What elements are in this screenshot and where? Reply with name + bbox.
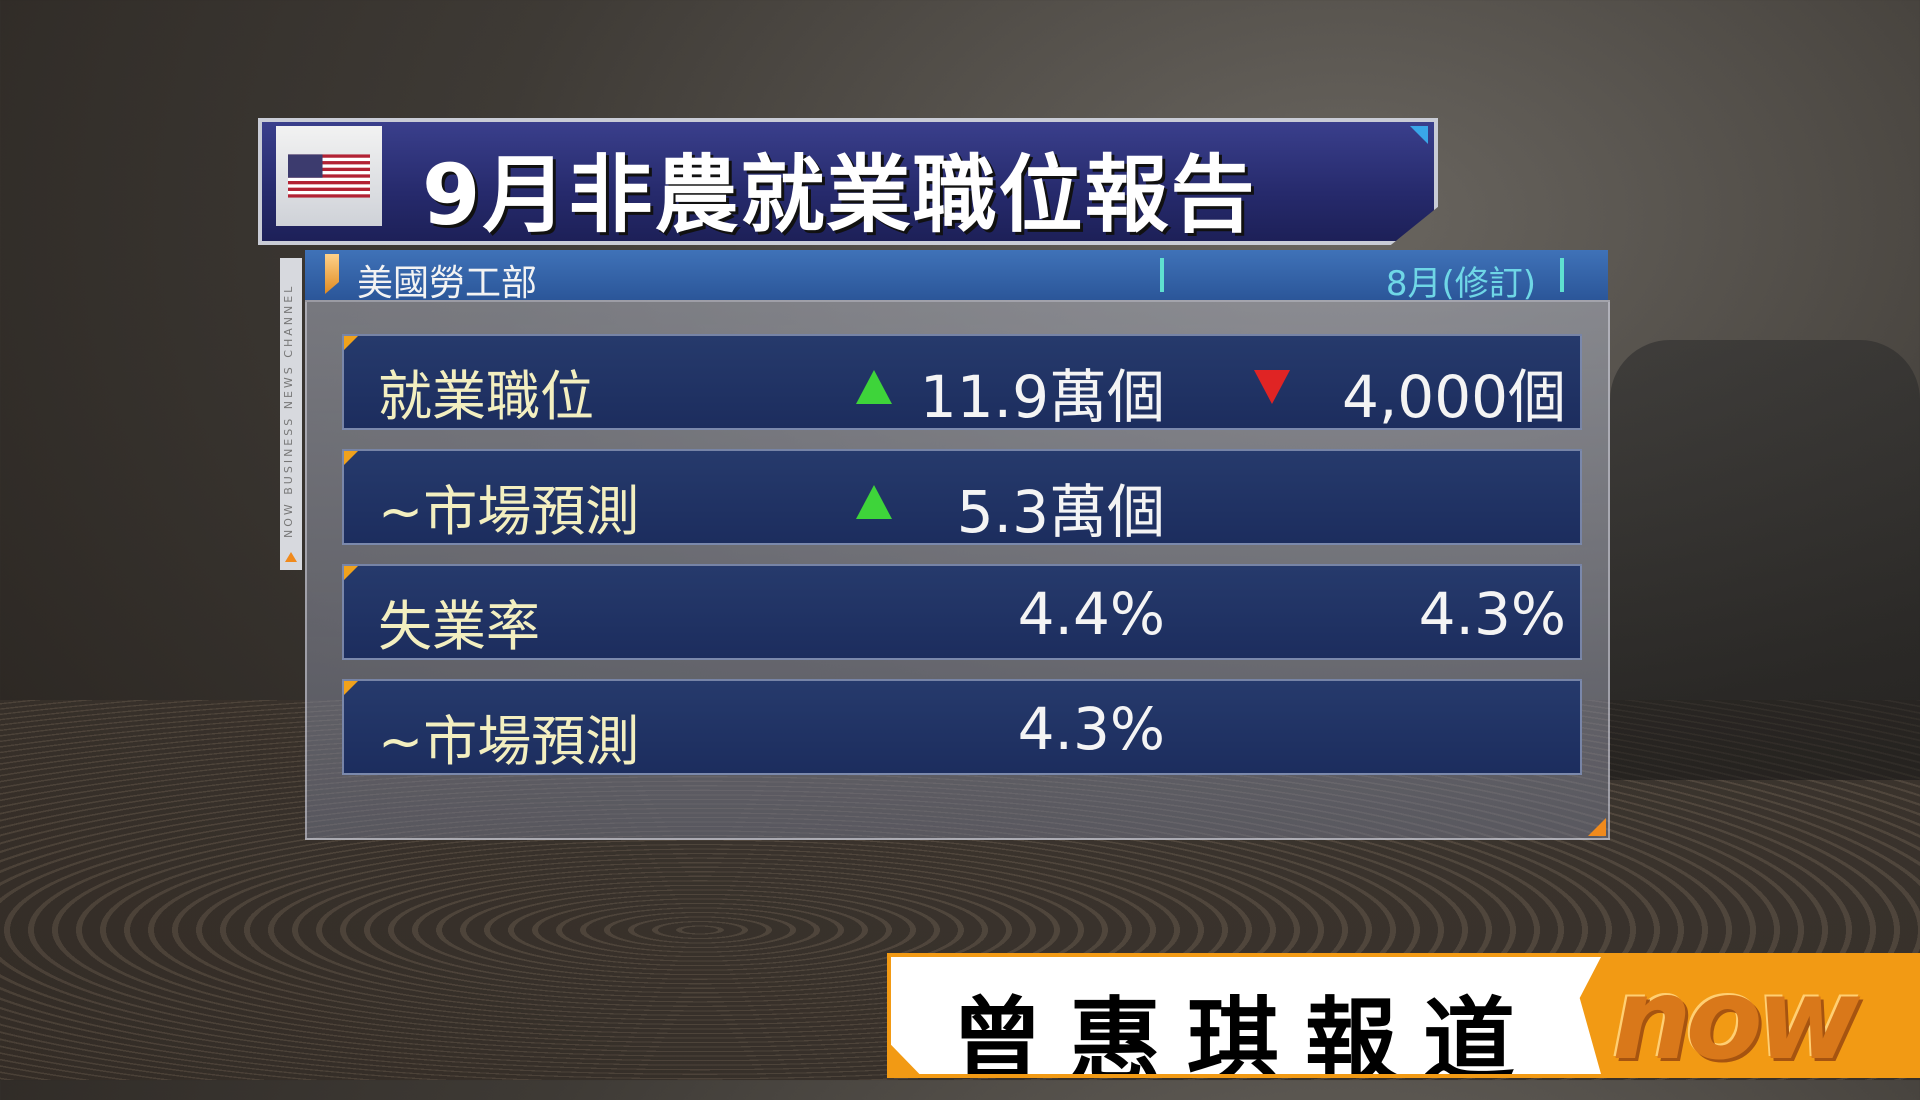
now-logo: now (1612, 955, 1860, 1085)
data-panel: 就業職位 11.9萬個 4,000個 ~市場預測 5.3萬個 失業率 4.4% … (305, 300, 1610, 840)
reporter-banner: 曾惠琪報道 now (887, 953, 1920, 1085)
us-flag-icon (276, 126, 382, 226)
channel-name: NOW BUSINESS NEWS CHANNEL (282, 283, 295, 538)
row-label: 就業職位 (378, 365, 594, 428)
background-people (1610, 340, 1920, 780)
row-value: 5.3萬個 (956, 478, 1165, 546)
triangle-icon (285, 552, 297, 562)
reporter-name: 曾惠琪報道 (951, 988, 1542, 1095)
up-arrow-icon (856, 485, 892, 519)
corner-accent (344, 566, 358, 580)
table-row: 就業職位 11.9萬個 4,000個 (342, 334, 1582, 431)
row-value: 4.3% (1017, 695, 1165, 763)
title-bar: 9月非農就業職位報告 (258, 118, 1438, 245)
down-arrow-icon (1254, 370, 1290, 404)
row-value: 4.4% (1017, 580, 1165, 648)
table-row: ~市場預測 5.3萬個 (342, 449, 1582, 546)
row-value: 11.9萬個 (919, 363, 1165, 431)
row-label: ~市場預測 (378, 480, 640, 543)
revised-column-header: 8月(修訂) (1385, 264, 1536, 304)
channel-strip: NOW BUSINESS NEWS CHANNEL (280, 258, 302, 570)
row-label: ~市場預測 (378, 710, 640, 773)
separator (1160, 258, 1164, 292)
corner-accent (344, 681, 358, 695)
reporter-box: 曾惠琪報道 (891, 957, 1601, 1074)
page-title: 9月非農就業職位報告 (422, 146, 1257, 244)
corner-accent (1588, 818, 1606, 836)
corner-accent (344, 451, 358, 465)
corner-accent (344, 336, 358, 350)
row-label: 失業率 (378, 595, 540, 658)
up-arrow-icon (856, 370, 892, 404)
table-row: 失業率 4.4% 4.3% (342, 564, 1582, 660)
source-label: 美國勞工部 (357, 263, 538, 304)
source-accent (325, 254, 339, 294)
row-prior-value: 4.3% (1418, 580, 1566, 648)
separator (1560, 258, 1564, 292)
corner-accent (1410, 126, 1428, 144)
row-prior-value: 4,000個 (1341, 363, 1566, 431)
table-row: ~市場預測 4.3% (342, 679, 1582, 775)
source-bar: 美國勞工部 8月(修訂) (305, 250, 1608, 304)
